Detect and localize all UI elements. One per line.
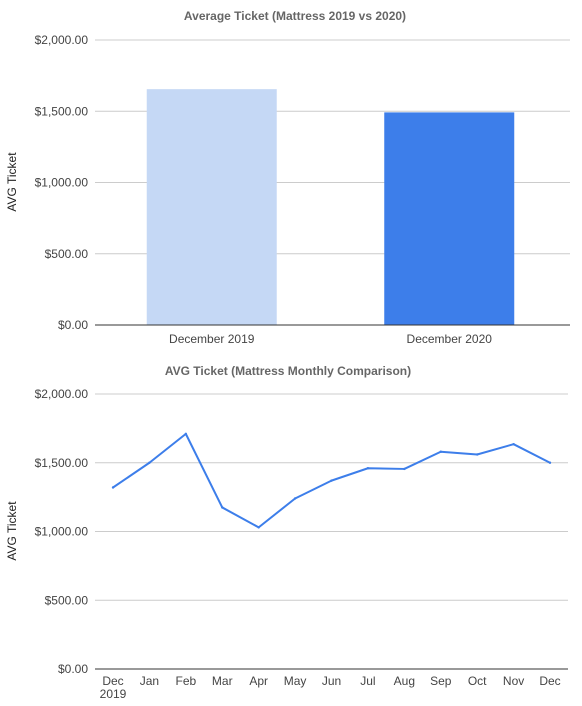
line-point-6 <box>293 497 297 500</box>
line-chart-x-tick-label: Jan <box>140 674 159 688</box>
bar-chart-y-axis-label: AVG Ticket <box>5 152 19 212</box>
line-chart-y-tick-label: $500.00 <box>45 593 89 607</box>
line-chart-title: AVG Ticket (Mattress Monthly Comparison) <box>165 364 411 378</box>
line-chart-x-tick-label: Oct <box>468 674 487 688</box>
line-point-11 <box>475 453 479 456</box>
line-chart-x-tick-label: Sep <box>430 674 452 688</box>
line-point-9 <box>403 467 406 471</box>
line-chart-y-ticks: $0.00 $500.00 $1,000.00 $1,500.00 $2,000.00 <box>35 387 89 676</box>
bar-chart-x-tick-label: December 2020 <box>407 332 493 346</box>
line-chart-x-tick-label: Apr <box>249 674 268 688</box>
line-point-4 <box>221 506 224 509</box>
line-chart-x-tick-label: Feb <box>175 674 196 688</box>
line-chart-x-tick-label: Dec <box>539 674 560 688</box>
line-chart-y-tick-label: $1,500.00 <box>35 456 89 470</box>
line-point-7 <box>330 479 333 482</box>
line-point-1 <box>111 486 115 489</box>
bar-2 <box>384 112 515 325</box>
line-chart-x-tick-label: Jun <box>322 674 341 688</box>
bar-chart-title: Average Ticket (Mattress 2019 vs 2020) <box>184 9 406 23</box>
line-chart-y-axis-label: AVG Ticket <box>5 501 19 561</box>
line-chart: AVG Ticket (Mattress Monthly Comparison)… <box>5 364 568 701</box>
bar-chart-bars <box>95 89 570 326</box>
bar-1 <box>146 89 277 325</box>
line-chart-x-tick-label: Dec <box>102 674 123 688</box>
line-chart-y-tick-label: $1,000.00 <box>35 525 89 539</box>
bar-chart-x-ticks: December 2019 December 2020 <box>169 332 492 346</box>
bar-chart-y-tick-label: $500.00 <box>45 247 89 261</box>
line-chart-y-tick-label: $2,000.00 <box>35 387 89 401</box>
line-chart-series <box>111 432 552 529</box>
bar-chart-y-tick-label: $1,000.00 <box>35 176 89 190</box>
line-point-13 <box>548 461 552 464</box>
bar-chart: Average Ticket (Mattress 2019 vs 2020) A… <box>5 9 570 346</box>
bar-chart-x-tick-label: December 2019 <box>169 332 255 346</box>
line-point-12 <box>512 442 515 446</box>
bar-chart-y-ticks: $0.00 $500.00 $1,000.00 $1,500.00 $2,000.00 <box>35 33 89 332</box>
line-chart-y-tick-label: $0.00 <box>58 662 88 676</box>
line-point-5 <box>257 526 260 529</box>
line-chart-x-tick-label: Aug <box>394 674 415 688</box>
bar-chart-y-tick-label: $0.00 <box>58 318 88 332</box>
line-point-8 <box>366 467 370 470</box>
line-point-2 <box>148 461 151 464</box>
line-point-3 <box>184 432 188 436</box>
line-chart-x-tick-sublabel: 2019 <box>100 687 127 701</box>
line-chart-x-tick-label: May <box>284 674 307 688</box>
line-chart-x-tick-label: Nov <box>503 674 524 688</box>
line-chart-x-tick-label: Mar <box>212 674 233 688</box>
line-chart-x-tick-label: Jul <box>360 674 375 688</box>
line-chart-gridlines <box>95 393 568 670</box>
line-point-10 <box>439 450 442 453</box>
bar-chart-y-tick-label: $2,000.00 <box>35 33 89 47</box>
bar-chart-y-tick-label: $1,500.00 <box>35 104 89 118</box>
